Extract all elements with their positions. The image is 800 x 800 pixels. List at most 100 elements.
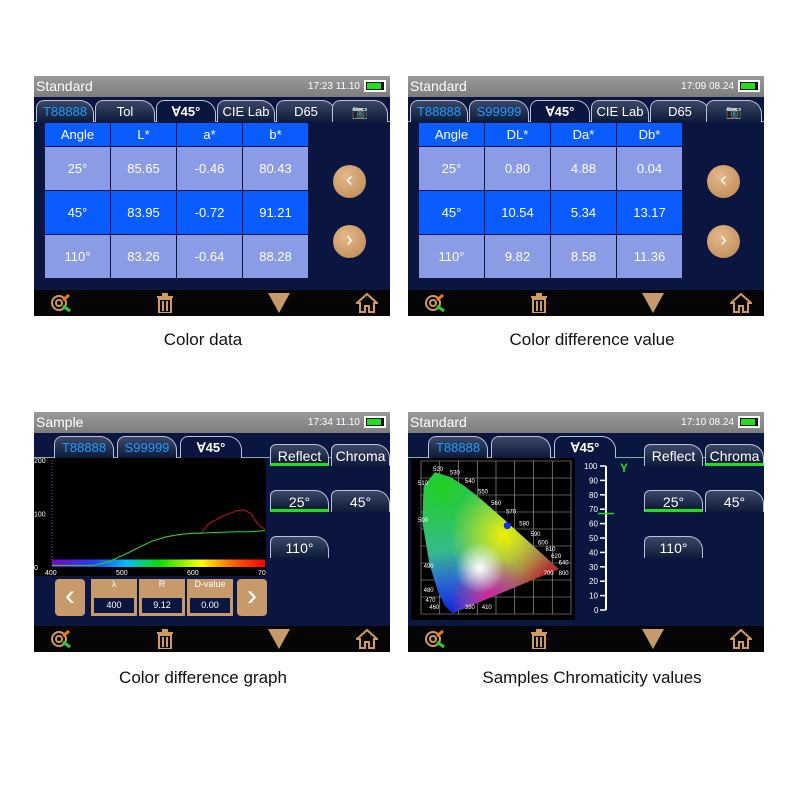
camera-tab[interactable]: 📷 xyxy=(706,100,762,122)
y-tick-label: 100 xyxy=(34,512,46,519)
spectrum-bar xyxy=(52,559,265,567)
target-search-icon[interactable] xyxy=(424,293,448,313)
locus-label: 490 xyxy=(424,564,435,570)
table-row[interactable]: 45° 10.54 5.34 13.17 xyxy=(418,190,683,235)
table-cell: 110° xyxy=(44,234,111,279)
camera-tab[interactable]: 📷 xyxy=(332,100,388,122)
triangle-down-icon[interactable] xyxy=(268,629,290,649)
next-button[interactable]: › xyxy=(333,225,366,258)
locus-label: 540 xyxy=(465,479,476,485)
triangle-down-icon[interactable] xyxy=(642,293,664,313)
bottom-toolbar xyxy=(408,290,764,316)
y-scale-label: 50 xyxy=(589,534,598,543)
target-search-icon[interactable] xyxy=(50,293,74,313)
caption: Samples Chromaticity values xyxy=(482,668,702,687)
target-search-icon[interactable] xyxy=(424,629,448,649)
battery-icon xyxy=(364,80,386,92)
home-icon[interactable] xyxy=(354,292,380,313)
table-cell: 45° xyxy=(418,190,485,235)
mode-button-reflect[interactable]: Reflect xyxy=(270,444,329,466)
triangle-down-icon[interactable] xyxy=(268,293,290,313)
trash-icon[interactable] xyxy=(156,629,174,650)
table-row[interactable]: 110° 83.26 -0.64 88.28 xyxy=(44,234,309,279)
tab-4[interactable]: D65 xyxy=(650,100,710,122)
angle-button[interactable]: 45° xyxy=(705,490,764,512)
locus-label: 560 xyxy=(491,501,502,507)
tab-1[interactable] xyxy=(491,436,551,458)
home-icon[interactable] xyxy=(354,628,380,649)
tab-1[interactable]: Tol xyxy=(95,100,155,122)
tab-2[interactable]: ∀45° xyxy=(554,436,616,458)
table-row[interactable]: 25° 85.65 -0.46 80.43 xyxy=(44,146,309,191)
angle-button[interactable]: 110° xyxy=(270,536,329,558)
locus-label: 460 xyxy=(429,605,440,611)
tab-0[interactable]: T88888 xyxy=(36,100,94,122)
table-row[interactable]: 45° 83.95 -0.72 91.21 xyxy=(44,190,309,235)
target-search-icon[interactable] xyxy=(50,629,74,649)
angle-button[interactable]: 45° xyxy=(331,490,390,512)
tab-1[interactable]: S99999 xyxy=(469,100,529,122)
home-icon[interactable] xyxy=(728,628,754,649)
table-cell: 85.65 xyxy=(110,146,177,191)
series-line-1 xyxy=(52,530,266,566)
reflectance-graph: 0 100 200 400 500 600 700 xyxy=(34,458,266,576)
tab-3[interactable]: CIE Lab xyxy=(217,100,275,122)
trash-icon[interactable] xyxy=(530,293,548,314)
mode-button-chroma[interactable]: Chroma xyxy=(331,444,390,466)
column-header: Angle xyxy=(44,122,111,147)
data-table: Angle DL* Da* Db* 25° 0.80 4.88 0.04 45° 10.54 5.3… xyxy=(418,122,683,279)
tab-1[interactable]: S99999 xyxy=(117,436,177,458)
y-scale: 0 10 20 30 40 50 60 70 80 90 100 Y xyxy=(584,461,628,615)
bottom-toolbar xyxy=(408,626,764,652)
previous-wavelength-button[interactable]: ‹ xyxy=(55,579,85,616)
plot-background xyxy=(34,458,266,576)
tab-bar: T88888 Tol ∀45° CIE Lab D65 📷 xyxy=(34,98,390,122)
previous-button[interactable]: ‹ xyxy=(333,165,366,198)
data-table: Angle L* a* b* 25° 85.65 -0.46 80.43 45° 83.95 -0.… xyxy=(44,122,309,279)
y-scale-title: Y xyxy=(620,461,628,475)
trash-icon[interactable] xyxy=(530,629,548,650)
readout-value: 400 xyxy=(94,598,134,613)
y-tick-label: 200 xyxy=(34,458,46,465)
tab-4[interactable]: D65 xyxy=(276,100,336,122)
y-scale-label: 0 xyxy=(594,606,599,615)
table-cell: 25° xyxy=(44,146,111,191)
readout-0: λ 400 xyxy=(91,579,137,616)
screen-3: Sample 17:34 11.10 T88888 S99999 ∀45° Reflect… xyxy=(34,412,390,652)
trash-icon[interactable] xyxy=(156,293,174,314)
table-cell: 9.82 xyxy=(484,234,551,279)
tab-2[interactable]: ∀45° xyxy=(180,436,242,458)
next-button[interactable]: › xyxy=(707,225,740,258)
table-row[interactable]: 25° 0.80 4.88 0.04 xyxy=(418,146,683,191)
title-bar: Standard 17:09 08.24 xyxy=(408,76,764,97)
mode-button-chroma[interactable]: Chroma xyxy=(705,444,764,466)
angle-button[interactable]: 110° xyxy=(644,536,703,558)
previous-button[interactable]: ‹ xyxy=(707,165,740,198)
tab-0[interactable]: T88888 xyxy=(54,436,114,458)
tab-2[interactable]: ∀45° xyxy=(530,100,590,122)
screen-2: Standard 17:09 08.24 T88888 S99999 ∀45° CIE L… xyxy=(408,76,764,316)
clock: 17:34 11.10 xyxy=(307,417,360,428)
angle-button[interactable]: 25° xyxy=(270,490,329,512)
readout-label: λ xyxy=(111,579,117,589)
triangle-down-icon[interactable] xyxy=(642,629,664,649)
locus-label: 530 xyxy=(450,471,461,477)
home-icon[interactable] xyxy=(728,292,754,313)
screen-4: Standard 17:10 08.24 T88888 ∀45° Reflect Chro… xyxy=(408,412,764,652)
tab-3[interactable]: CIE Lab xyxy=(591,100,649,122)
tab-0[interactable]: T88888 xyxy=(410,100,468,122)
next-wavelength-button[interactable]: › xyxy=(237,579,267,616)
y-scale-label: 70 xyxy=(589,505,598,514)
clock: 17:09 08.24 xyxy=(681,81,734,92)
locus-label: 610 xyxy=(546,547,557,553)
table-cell: 45° xyxy=(44,190,111,235)
tab-0[interactable]: T88888 xyxy=(428,436,488,458)
tab-2[interactable]: ∀45° xyxy=(156,100,216,122)
angle-button[interactable]: 25° xyxy=(644,490,703,512)
readout-value: 9.12 xyxy=(142,598,182,613)
battery-icon xyxy=(738,80,760,92)
table-row[interactable]: 110° 9.82 8.58 11.36 xyxy=(418,234,683,279)
mode-button-reflect[interactable]: Reflect xyxy=(644,444,703,466)
locus-label: 410 xyxy=(482,605,493,611)
clock: 17:10 08.24 xyxy=(681,417,734,428)
